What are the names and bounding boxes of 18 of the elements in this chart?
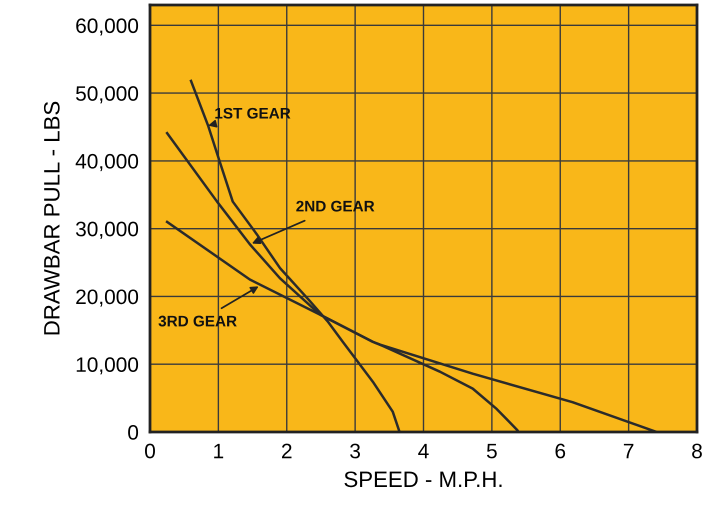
y-tick-label: 40,000 bbox=[76, 154, 138, 172]
y-tick-label: 30,000 bbox=[76, 222, 138, 239]
x-tick-label: 3 bbox=[350, 444, 360, 458]
y-tick-label: 0 bbox=[128, 425, 138, 440]
x-axis-title: SPEED - M.P.H. bbox=[344, 471, 502, 488]
y-tick-label: 20,000 bbox=[76, 289, 138, 307]
y-axis-title: DRAWBAR PULL - LBS bbox=[44, 102, 60, 334]
y-tick-label: 60,000 bbox=[76, 18, 138, 36]
x-tick-label: 0 bbox=[145, 444, 155, 458]
x-tick-label: 4 bbox=[418, 444, 429, 458]
x-tick-label: 2 bbox=[282, 444, 292, 458]
x-tick-label: 8 bbox=[692, 444, 702, 458]
x-tick-label: 5 bbox=[486, 444, 497, 458]
y-tick-label: 10,000 bbox=[76, 357, 138, 374]
y-tick-label: 50,000 bbox=[76, 86, 138, 104]
x-tick-label: 6 bbox=[556, 444, 566, 458]
x-tick-label: 7 bbox=[624, 444, 634, 458]
x-tick-label: 1 bbox=[214, 444, 224, 458]
